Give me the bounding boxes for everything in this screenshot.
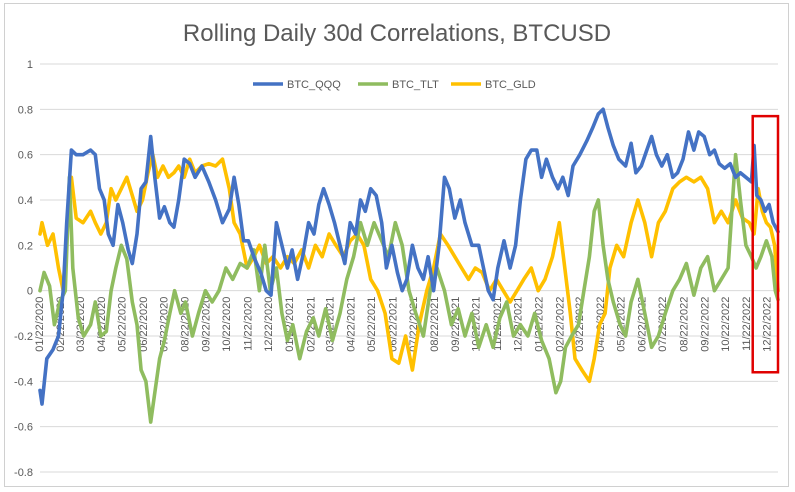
x-tick-label: 05/22/2021 xyxy=(366,297,378,352)
x-tick-label: 10/22/2021 xyxy=(471,297,483,352)
y-tick-label: 0.2 xyxy=(18,240,33,252)
legend-label: BTC_QQQ xyxy=(287,79,341,91)
y-tick-label: -0.6 xyxy=(14,422,33,434)
y-tick-label: 0.6 xyxy=(18,150,33,162)
x-tick-label: 10/22/2022 xyxy=(720,297,732,352)
x-tick-label: 12/22/2022 xyxy=(762,297,774,352)
x-tick-label: 09/22/2020 xyxy=(201,297,213,352)
x-tick-label: 05/22/2020 xyxy=(117,297,129,352)
legend: BTC_QQQ BTC_TLT BTC_GLD xyxy=(253,79,536,91)
y-tick-label: -0.8 xyxy=(14,467,33,479)
x-tick-label: 11/22/2020 xyxy=(242,297,254,351)
y-tick-label: -0.2 xyxy=(14,331,33,343)
x-tick-label: 12/22/2020 xyxy=(263,297,275,352)
x-tick-label: 10/22/2020 xyxy=(221,297,233,352)
y-tick-label: -0.4 xyxy=(14,376,33,388)
y-tick-label: 0.4 xyxy=(18,195,33,207)
x-tick-label: 06/22/2020 xyxy=(138,297,150,352)
y-tick-label: 0 xyxy=(27,286,33,298)
series-lines xyxy=(38,107,780,424)
x-tick-label: 12/22/2021 xyxy=(512,297,524,352)
y-tick-label: 0.8 xyxy=(18,104,33,116)
x-tick-label: 11/22/2022 xyxy=(741,297,753,351)
y-tick-label: 1 xyxy=(27,59,33,71)
x-tick-label: 07/22/2020 xyxy=(158,297,170,352)
x-tick-label: 04/22/2021 xyxy=(346,297,358,352)
x-tick-label: 02/22/2022 xyxy=(555,297,567,352)
gridlines xyxy=(40,63,778,473)
x-tick-label: 04/22/2020 xyxy=(96,297,108,352)
y-axis-ticks: 1 0.8 0.6 0.4 0.2 0 -0.2 -0.4 -0.6 -0.8 xyxy=(14,59,33,479)
legend-item-btc-tlt: BTC_TLT xyxy=(358,79,439,91)
x-tick-label: 08/22/2021 xyxy=(429,297,441,352)
legend-item-btc-qqq: BTC_QQQ xyxy=(253,79,341,91)
chart-title: Rolling Daily 30d Correlations, BTCUSD xyxy=(183,20,611,47)
highlight-rectangle xyxy=(751,114,780,374)
highlight-box xyxy=(751,114,780,374)
x-tick-label: 01/22/2020 xyxy=(34,297,46,352)
legend-item-btc-gld: BTC_GLD xyxy=(451,79,536,91)
series-line-btc-tlt xyxy=(38,152,780,424)
legend-label: BTC_GLD xyxy=(485,79,536,91)
series-line-btc-qqq xyxy=(38,107,780,406)
legend-label: BTC_TLT xyxy=(392,79,439,91)
x-tick-label: 08/22/2022 xyxy=(678,297,690,352)
x-tick-label: 09/22/2022 xyxy=(700,297,712,352)
